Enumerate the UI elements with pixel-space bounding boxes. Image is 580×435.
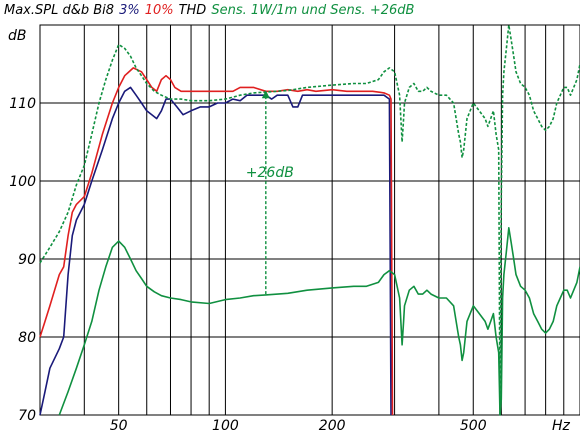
x-axis-unit: Hz <box>552 418 571 434</box>
title-part-1: 3% <box>119 3 140 18</box>
title-part-0: Max.SPL d&b Bi8 <box>4 3 114 18</box>
y-tick-label-80: 80 <box>18 330 36 346</box>
x-tick-labels: 50 100 200 500 <box>110 418 487 434</box>
plot-frame <box>39 24 580 416</box>
x-tick-label-50: 50 <box>110 418 128 434</box>
series-line-0 <box>39 86 392 416</box>
series-group <box>39 24 580 416</box>
title-part-4: Sens. 1W/1m und Sens. +26dB <box>211 3 414 18</box>
y-tick-label-100: 100 <box>9 174 36 190</box>
annotation-label: +26dB <box>246 165 294 181</box>
x-tick-label-500: 500 <box>460 418 487 434</box>
x-tick-label-200: 200 <box>319 418 346 434</box>
y-tick-label-90: 90 <box>18 252 36 268</box>
x-tick-label-100: 100 <box>212 418 239 434</box>
title-part-2: 10% <box>145 3 174 18</box>
annotation-arrow-head <box>261 90 270 99</box>
annotation-group: +26dB <box>246 90 294 295</box>
series-line-2 <box>58 227 580 416</box>
grid-lines <box>40 25 580 415</box>
y-axis-unit: dB <box>8 28 27 44</box>
y-tick-label-70: 70 <box>18 408 36 424</box>
chart-title: Max.SPL d&b Bi8 3% 10% THD Sens. 1W/1m und S… <box>4 3 415 18</box>
title-part-3: THD <box>179 3 207 18</box>
y-tick-labels: 70 80 90 100 110 <box>9 96 36 424</box>
series-line-1 <box>39 67 394 416</box>
y-tick-label-110: 110 <box>9 96 36 112</box>
series-line-3 <box>39 24 580 416</box>
